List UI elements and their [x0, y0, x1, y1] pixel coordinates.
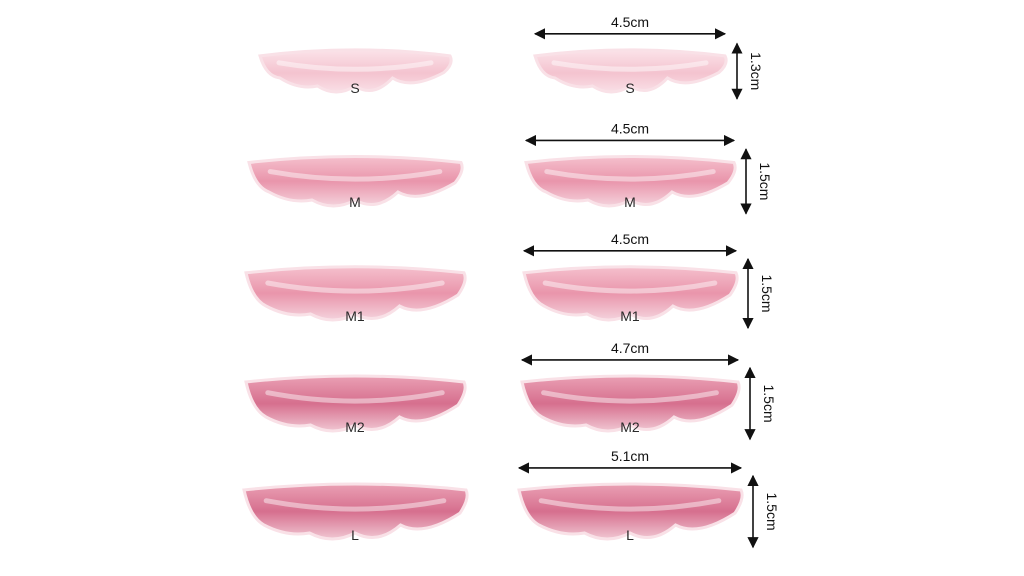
pad-left-m2: M2 [244, 374, 467, 435]
pad-size-label: M1 [345, 308, 365, 324]
width-label: 4.7cm [611, 340, 649, 356]
pad-shape [517, 482, 744, 541]
pad-size-label: M1 [620, 308, 640, 324]
height-dimension: 1.5cm [742, 257, 775, 330]
pad-highlight [265, 390, 445, 404]
pad-shape [244, 265, 467, 322]
pad-shape [524, 155, 737, 208]
pad-right-s: S [533, 48, 728, 96]
pad-left-s: S [258, 48, 453, 96]
height-label: 1.3cm [748, 52, 764, 90]
pad-left-m: M [247, 155, 464, 210]
pad-highlight [538, 498, 722, 512]
width-label: 4.5cm [611, 231, 649, 247]
height-dimension: 1.5cm [740, 148, 773, 215]
pad-right-m1: M1 [522, 265, 739, 324]
pad-size-label: M2 [345, 419, 365, 435]
pad-size-label: M [349, 194, 361, 210]
pad-size-label: L [626, 527, 634, 543]
height-dimension: 1.5cm [744, 366, 777, 441]
height-label: 1.5cm [764, 492, 780, 530]
width-dimension: 4.5cm [524, 120, 736, 147]
pad-highlight [263, 498, 447, 512]
pad-highlight [542, 280, 718, 294]
pad-shape [242, 482, 469, 541]
height-dimension: 1.5cm [747, 474, 780, 549]
width-dimension: 4.5cm [533, 14, 727, 40]
pad-shape [520, 374, 741, 433]
width-dimension: 5.1cm [517, 448, 743, 474]
height-dimension: 1.3cm [731, 42, 764, 100]
pad-shape [244, 374, 467, 433]
width-dimension: 4.7cm [520, 340, 740, 366]
pad-size-label: S [350, 80, 359, 96]
pad-size-label: M [624, 194, 636, 210]
pad-size-label: L [351, 527, 359, 543]
pad-highlight [541, 390, 719, 404]
pad-size-label: M2 [620, 419, 640, 435]
width-dimension: 4.5cm [522, 231, 738, 257]
pad-size-label: S [625, 80, 634, 96]
pad-right-m: M [524, 155, 737, 210]
pad-highlight [265, 280, 445, 294]
width-label: 4.5cm [611, 120, 649, 136]
pad-highlight [267, 169, 443, 182]
width-label: 4.5cm [611, 14, 649, 30]
pad-shape [533, 48, 728, 94]
width-label: 5.1cm [611, 448, 649, 464]
pad-right-l: L [517, 482, 744, 543]
pad-left-l: L [242, 482, 469, 543]
pad-highlight [276, 60, 434, 72]
pad-highlight [544, 169, 716, 182]
pad-shape [247, 155, 464, 208]
pad-shape [522, 265, 739, 322]
pad-highlight [551, 60, 709, 72]
pad-shape [258, 48, 453, 94]
pad-left-m1: M1 [244, 265, 467, 324]
height-label: 1.5cm [759, 274, 775, 312]
height-label: 1.5cm [761, 384, 777, 422]
height-label: 1.5cm [757, 162, 773, 200]
pad-right-m2: M2 [520, 374, 741, 435]
